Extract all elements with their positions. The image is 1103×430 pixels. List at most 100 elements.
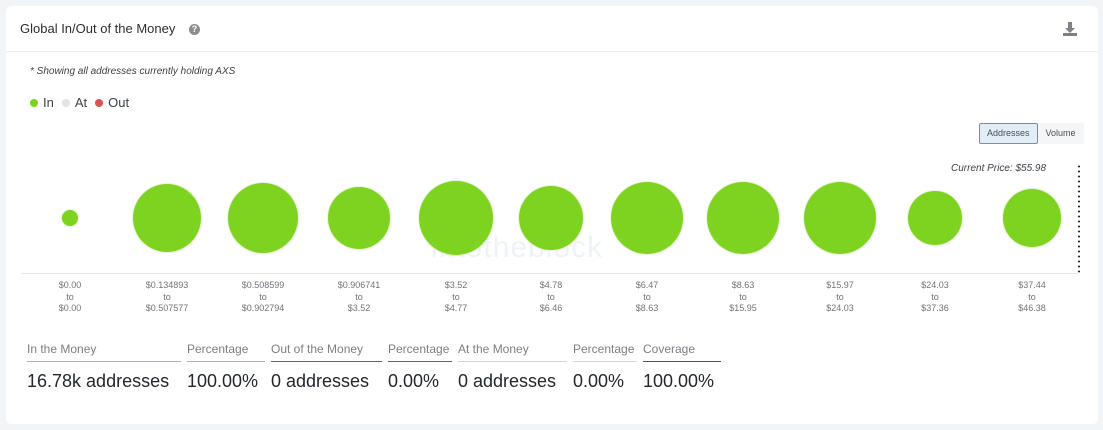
stat-label: At the Money	[458, 342, 567, 362]
range-to: $8.63	[635, 303, 659, 313]
range-to: $0.902794	[241, 303, 285, 313]
stat-value: 0 addresses	[271, 371, 370, 391]
range-from: $3.52	[444, 280, 468, 290]
stat-value: 16.78k addresses	[27, 371, 170, 391]
legend-item-out[interactable]: Out	[95, 95, 129, 110]
legend-dot-out-icon	[95, 98, 104, 107]
chart-legend: In At Out	[30, 95, 137, 110]
range-connector: to	[452, 291, 460, 302]
range-from: $24.03	[921, 280, 949, 290]
legend-label: At	[74, 95, 88, 110]
stat-block: Percentage 0.00%	[573, 342, 637, 392]
holding-note: * Showing all addresses currently holdin…	[30, 66, 236, 77]
range-from: $4.78	[539, 280, 563, 290]
price-range-bubble[interactable]	[1003, 189, 1061, 247]
summary-stats: In the Money 16.78k addresses Percentage 10…	[27, 342, 727, 392]
price-range-bubble[interactable]	[62, 210, 78, 226]
stat-value: 100.00%	[187, 371, 259, 391]
card-header: Global In/Out of the Money ?	[6, 6, 1098, 52]
stat-label: Percentage	[573, 342, 637, 362]
question-circle-icon[interactable]: ?	[189, 24, 200, 35]
range-to: $6.46	[539, 303, 563, 313]
range-from: $37.44	[1018, 280, 1046, 290]
x-axis-range-label: $6.47 to $8.63	[602, 280, 692, 315]
range-from: $0.00	[58, 280, 82, 290]
stat-value: 0.00%	[388, 371, 440, 391]
current-price-label: Current Price: $55.98	[951, 163, 1047, 174]
range-to: $37.36	[921, 303, 949, 313]
range-connector: to	[643, 291, 651, 302]
stat-value: 100.00%	[643, 371, 715, 391]
current-price-line	[1078, 164, 1080, 274]
volume-toggle-button[interactable]: Volume	[1037, 123, 1084, 144]
range-to: $0.507577	[145, 303, 189, 313]
card-title: Global In/Out of the Money	[20, 21, 176, 36]
in-out-money-card: Global In/Out of the Money ? * Showing a…	[6, 6, 1098, 424]
range-to: $0.00	[58, 303, 82, 313]
stat-label: Percentage	[187, 342, 265, 362]
range-connector: to	[1028, 291, 1036, 302]
legend-label: In	[43, 95, 54, 110]
stat-value: 0.00%	[573, 371, 625, 391]
range-to: $24.03	[826, 303, 854, 313]
x-axis-range-label: $15.97 to $24.03	[795, 280, 885, 315]
price-range-bubble[interactable]	[804, 182, 876, 254]
metric-toggle: Addresses Volume	[979, 123, 1084, 144]
range-to: $4.77	[444, 303, 468, 313]
price-range-bubble[interactable]	[611, 182, 683, 254]
x-axis-range-label: $3.52 to $4.77	[411, 280, 501, 315]
stat-block: Percentage 100.00%	[187, 342, 265, 392]
legend-item-in[interactable]: In	[30, 95, 54, 110]
stat-label: Out of the Money	[271, 342, 382, 362]
bubble-chart: intotheblock $0.00 to $0.00 $0.134893 to $0.5…	[6, 6, 1098, 424]
price-range-bubble[interactable]	[519, 186, 583, 250]
range-from: $0.134893	[145, 280, 189, 290]
range-connector: to	[931, 291, 939, 302]
legend-dot-at-icon	[61, 98, 70, 107]
range-connector: to	[259, 291, 267, 302]
range-connector: to	[355, 291, 363, 302]
x-axis-range-label: $37.44 to $46.38	[987, 280, 1077, 315]
stat-block: Coverage 100.00%	[643, 342, 721, 392]
stat-label: Coverage	[643, 342, 721, 362]
legend-dot-in-icon	[30, 98, 38, 107]
stat-block: Percentage 0.00%	[388, 342, 452, 392]
x-axis-range-label: $0.906741 to $3.52	[314, 280, 404, 315]
range-connector: to	[66, 291, 74, 302]
x-axis-range-label: $8.63 to $15.95	[698, 280, 788, 315]
x-axis-range-label: $4.78 to $6.46	[506, 280, 596, 315]
range-to: $3.52	[347, 303, 371, 313]
x-axis-range-label: $0.134893 to $0.507577	[122, 280, 212, 315]
range-from: $6.47	[635, 280, 659, 290]
x-axis-line	[22, 273, 1078, 274]
stat-value: 0 addresses	[458, 371, 557, 391]
range-to: $46.38	[1018, 303, 1046, 313]
price-range-bubble[interactable]	[419, 181, 493, 255]
price-range-bubble[interactable]	[707, 182, 779, 254]
download-icon[interactable]	[1062, 21, 1078, 37]
addresses-toggle-button[interactable]: Addresses	[979, 123, 1038, 144]
stat-block: In the Money 16.78k addresses	[27, 342, 181, 392]
range-connector: to	[739, 291, 747, 302]
stat-block: At the Money 0 addresses	[458, 342, 567, 392]
range-from: $0.508599	[241, 280, 285, 290]
range-to: $15.95	[729, 303, 757, 313]
range-connector: to	[547, 291, 555, 302]
price-range-bubble[interactable]	[133, 184, 201, 252]
stat-label: In the Money	[27, 342, 181, 362]
price-range-bubble[interactable]	[228, 183, 298, 253]
x-axis-range-label: $24.03 to $37.36	[890, 280, 980, 315]
x-axis-range-label: $0.508599 to $0.902794	[218, 280, 308, 315]
range-connector: to	[163, 291, 171, 302]
range-from: $0.906741	[337, 280, 381, 290]
price-range-bubble[interactable]	[908, 191, 962, 245]
range-connector: to	[836, 291, 844, 302]
range-from: $8.63	[731, 280, 755, 290]
legend-item-at[interactable]: At	[61, 95, 88, 110]
stat-label: Percentage	[388, 342, 452, 362]
x-axis-range-label: $0.00 to $0.00	[25, 280, 115, 315]
range-from: $15.97	[826, 280, 854, 290]
legend-label: Out	[108, 95, 130, 110]
stat-block: Out of the Money 0 addresses	[271, 342, 382, 392]
price-range-bubble[interactable]	[328, 187, 390, 249]
